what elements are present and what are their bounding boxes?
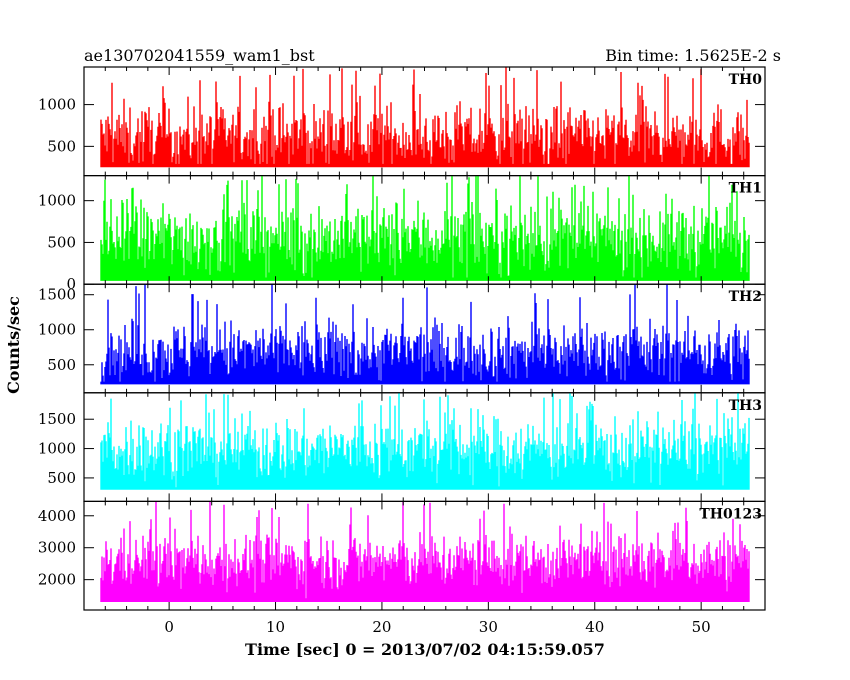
y-tick-label: 1000: [38, 321, 76, 339]
y-tick-label: 500: [47, 233, 76, 251]
x-tick-label: 40: [585, 618, 604, 636]
panels-group: 500 1000 TH0 0 500 1000 TH1 500 1000 1500 TH2 500 10…: [38, 66, 766, 611]
panel-label-th3: TH3: [729, 398, 762, 414]
y-tick-label: 1000: [38, 192, 76, 210]
panel-th2: 500 1000 1500 TH2: [38, 283, 766, 394]
y-tick-label: 1000: [38, 96, 76, 114]
x-axis: 0 10 20 30 40 50: [83, 67, 766, 636]
x-tick-label: 30: [479, 618, 498, 636]
x-tick-label: 20: [372, 618, 391, 636]
y-axis-label: Counts/sec: [4, 296, 23, 394]
panel-th0123: 2000 3000 4000 TH0123: [38, 500, 766, 611]
x-axis-label: Time [sec] 0 = 2013/07/02 04:15:59.057: [245, 640, 605, 659]
panel-label-th0: TH0: [729, 72, 763, 88]
panel-label-th0123: TH0123: [699, 506, 762, 522]
y-tick-label: 1000: [38, 440, 76, 458]
series-th1: [100, 175, 750, 281]
series-th3: [100, 392, 750, 490]
y-tick-label: 1500: [38, 286, 76, 304]
panel-th3: 500 1000 1500 TH3: [38, 392, 766, 502]
y-tick-label: 500: [47, 137, 76, 155]
x-tick-label: 0: [164, 618, 174, 636]
series-th0123: [100, 501, 750, 602]
panel-th0: 500 1000 TH0: [38, 66, 766, 177]
y-tick-label: 3000: [38, 539, 76, 557]
x-tick-label: 10: [266, 618, 285, 636]
y-tick-label: 0: [66, 275, 76, 293]
y-tick-label: 2000: [38, 571, 76, 589]
series-th0: [100, 67, 750, 168]
x-tick-label: 50: [692, 618, 711, 636]
y-tick-label: 4000: [38, 507, 76, 525]
y-tick-label: 1500: [38, 410, 76, 428]
panel-label-th2: TH2: [729, 289, 762, 305]
panel-label-th1: TH1: [729, 181, 762, 197]
chart-title: ae130702041559_wam1_bst: [84, 46, 315, 65]
panel-th1: 0 500 1000 TH1: [38, 175, 766, 293]
bin-time-label: Bin time: 1.5625E-2 s: [605, 46, 781, 65]
y-tick-label: 500: [47, 356, 76, 374]
y-tick-label: 500: [47, 469, 76, 487]
series-th2: [100, 284, 750, 385]
